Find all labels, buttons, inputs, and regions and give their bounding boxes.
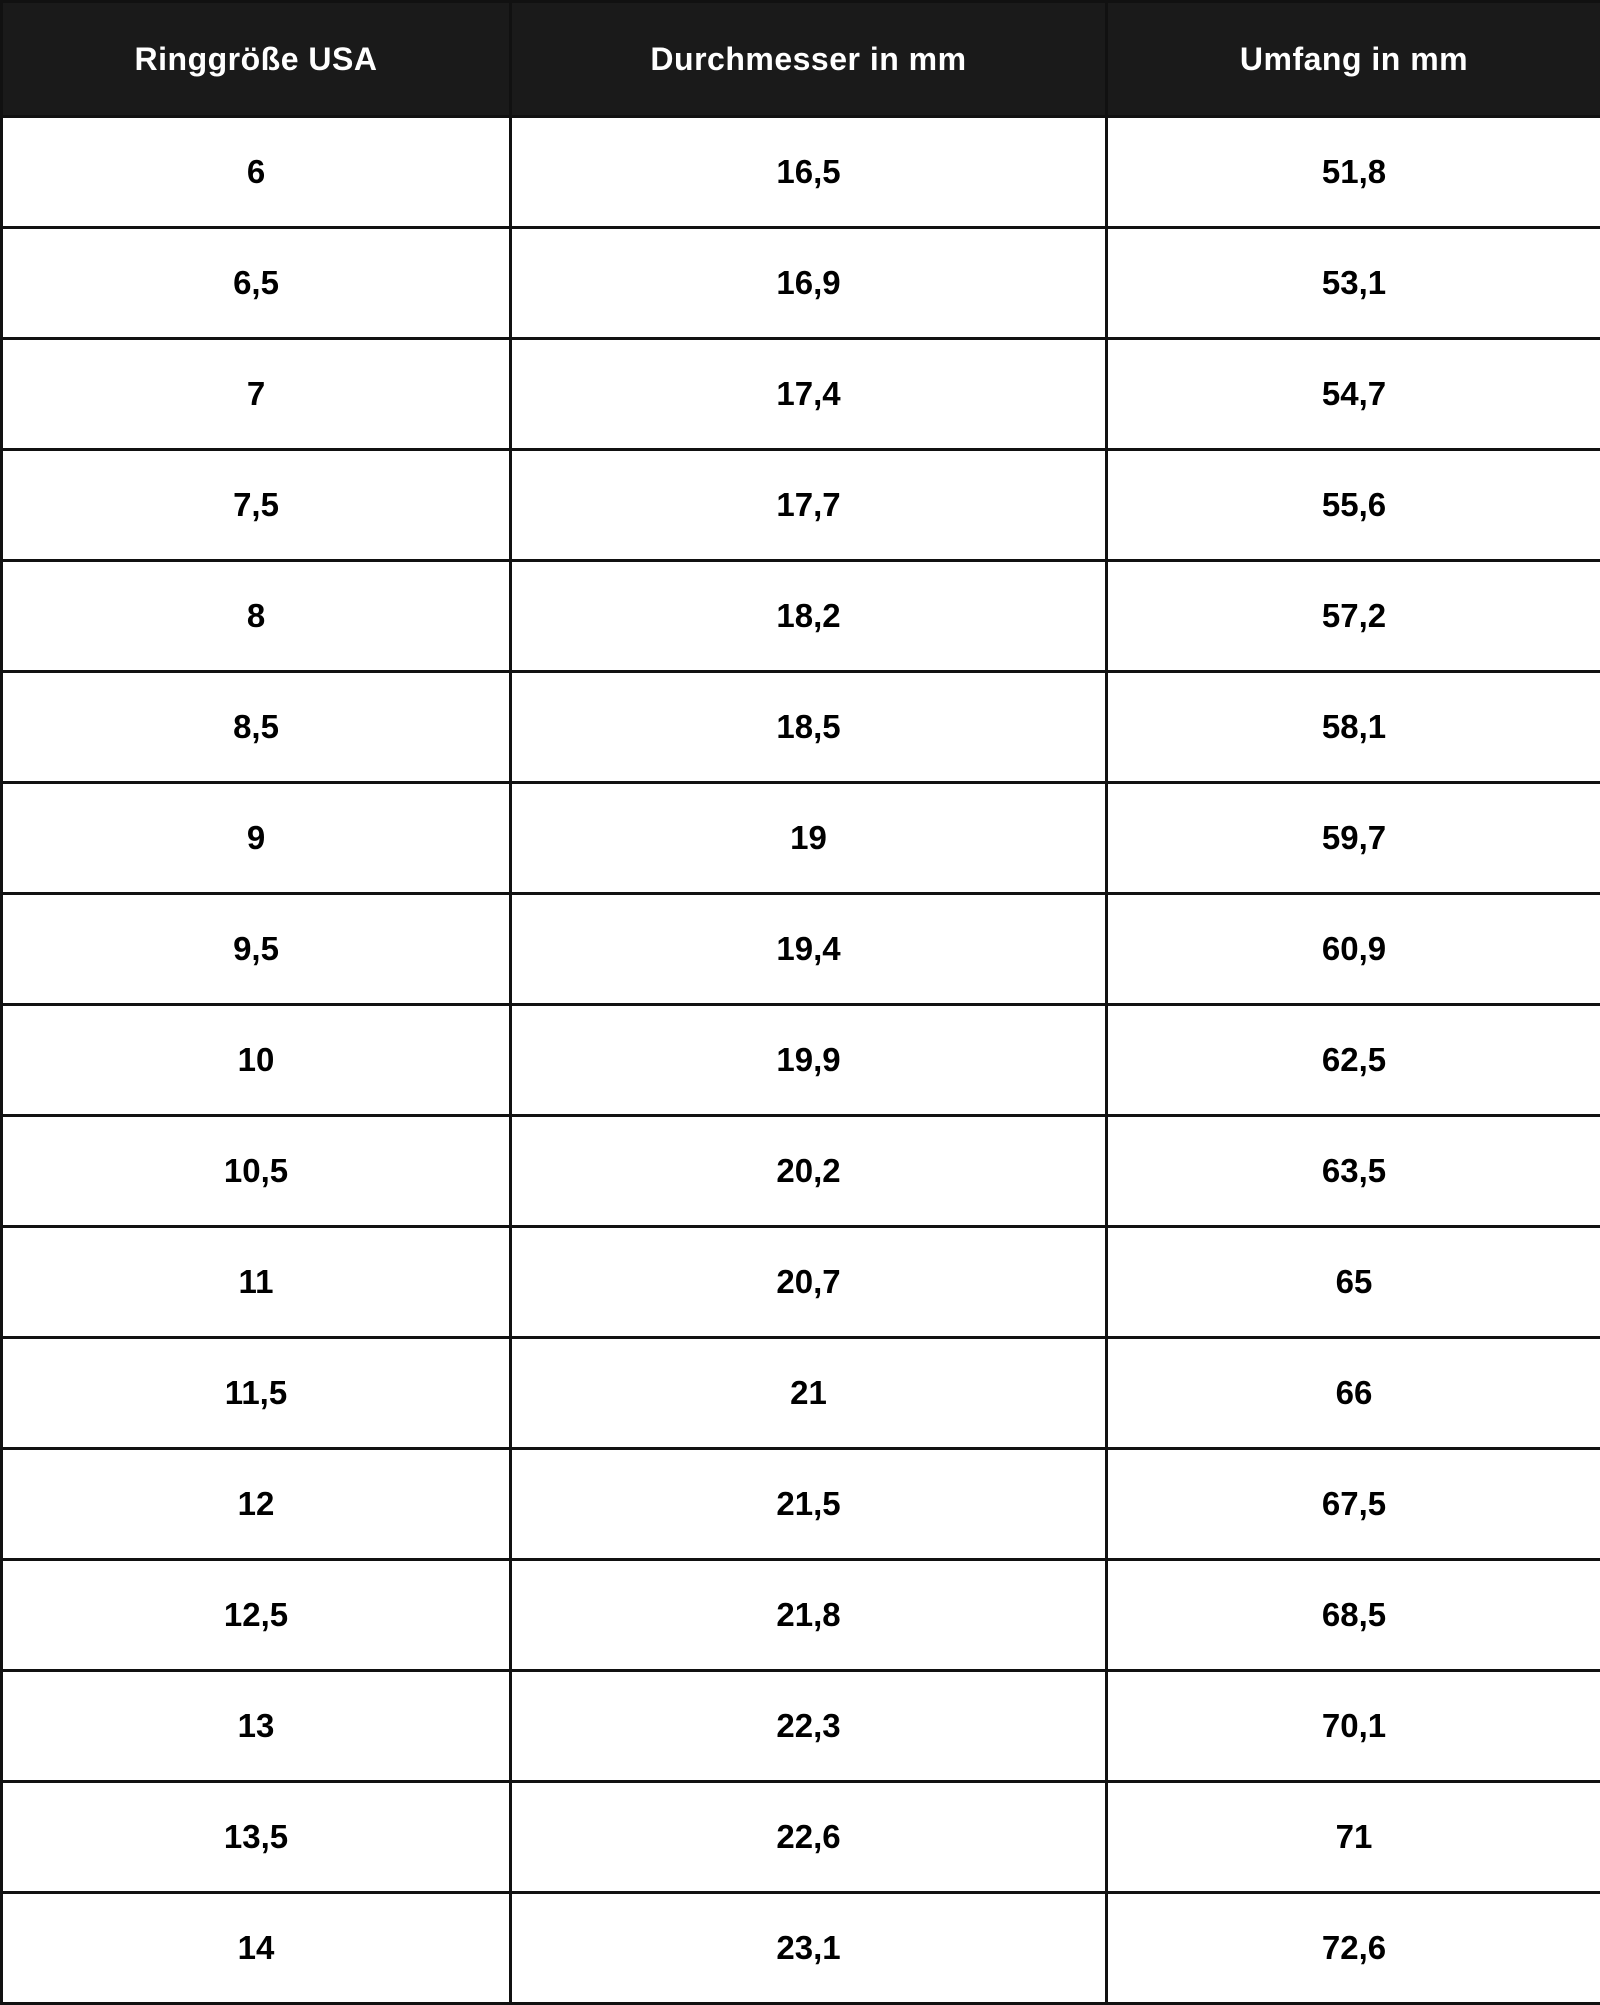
cell-circumference: 59,7 xyxy=(1107,783,1600,894)
cell-diameter: 20,2 xyxy=(511,1116,1107,1227)
header-diameter-mm: Durchmesser in mm xyxy=(511,2,1107,117)
cell-ring-size: 12 xyxy=(2,1449,511,1560)
cell-diameter: 21,8 xyxy=(511,1560,1107,1671)
header-row: Ringgröße USA Durchmesser in mm Umfang i… xyxy=(2,2,1600,117)
cell-ring-size: 10,5 xyxy=(2,1116,511,1227)
header-circumference-mm: Umfang in mm xyxy=(1107,2,1600,117)
cell-circumference: 68,5 xyxy=(1107,1560,1600,1671)
cell-circumference: 57,2 xyxy=(1107,561,1600,672)
cell-diameter: 21,5 xyxy=(511,1449,1107,1560)
cell-diameter: 19,9 xyxy=(511,1005,1107,1116)
cell-circumference: 65 xyxy=(1107,1227,1600,1338)
cell-diameter: 16,9 xyxy=(511,228,1107,339)
cell-diameter: 21 xyxy=(511,1338,1107,1449)
cell-circumference: 60,9 xyxy=(1107,894,1600,1005)
cell-diameter: 17,4 xyxy=(511,339,1107,450)
cell-ring-size: 6 xyxy=(2,117,511,228)
cell-ring-size: 13,5 xyxy=(2,1782,511,1893)
cell-ring-size: 8,5 xyxy=(2,672,511,783)
cell-circumference: 71 xyxy=(1107,1782,1600,1893)
cell-circumference: 70,1 xyxy=(1107,1671,1600,1782)
cell-circumference: 66 xyxy=(1107,1338,1600,1449)
cell-ring-size: 7,5 xyxy=(2,450,511,561)
cell-circumference: 72,6 xyxy=(1107,1893,1600,2004)
cell-diameter: 19,4 xyxy=(511,894,1107,1005)
cell-ring-size: 10 xyxy=(2,1005,511,1116)
cell-diameter: 20,7 xyxy=(511,1227,1107,1338)
cell-circumference: 58,1 xyxy=(1107,672,1600,783)
header-ring-size-usa: Ringgröße USA xyxy=(2,2,511,117)
cell-ring-size: 8 xyxy=(2,561,511,672)
cell-diameter: 17,7 xyxy=(511,450,1107,561)
cell-diameter: 18,2 xyxy=(511,561,1107,672)
cell-circumference: 55,6 xyxy=(1107,450,1600,561)
cell-circumference: 67,5 xyxy=(1107,1449,1600,1560)
cell-circumference: 63,5 xyxy=(1107,1116,1600,1227)
cell-circumference: 53,1 xyxy=(1107,228,1600,339)
cell-ring-size: 9 xyxy=(2,783,511,894)
cell-circumference: 51,8 xyxy=(1107,117,1600,228)
cell-diameter: 22,3 xyxy=(511,1671,1107,1782)
cell-ring-size: 6,5 xyxy=(2,228,511,339)
cell-ring-size: 13 xyxy=(2,1671,511,1782)
cell-diameter: 22,6 xyxy=(511,1782,1107,1893)
cell-ring-size: 11,5 xyxy=(2,1338,511,1449)
cell-ring-size: 12,5 xyxy=(2,1560,511,1671)
cell-ring-size: 9,5 xyxy=(2,894,511,1005)
cell-ring-size: 14 xyxy=(2,1893,511,2004)
cell-circumference: 54,7 xyxy=(1107,339,1600,450)
cell-diameter: 19 xyxy=(511,783,1107,894)
cell-ring-size: 11 xyxy=(2,1227,511,1338)
cell-circumference: 62,5 xyxy=(1107,1005,1600,1116)
cell-diameter: 18,5 xyxy=(511,672,1107,783)
cell-diameter: 23,1 xyxy=(511,1893,1107,2004)
cell-diameter: 16,5 xyxy=(511,117,1107,228)
cell-ring-size: 7 xyxy=(2,339,511,450)
